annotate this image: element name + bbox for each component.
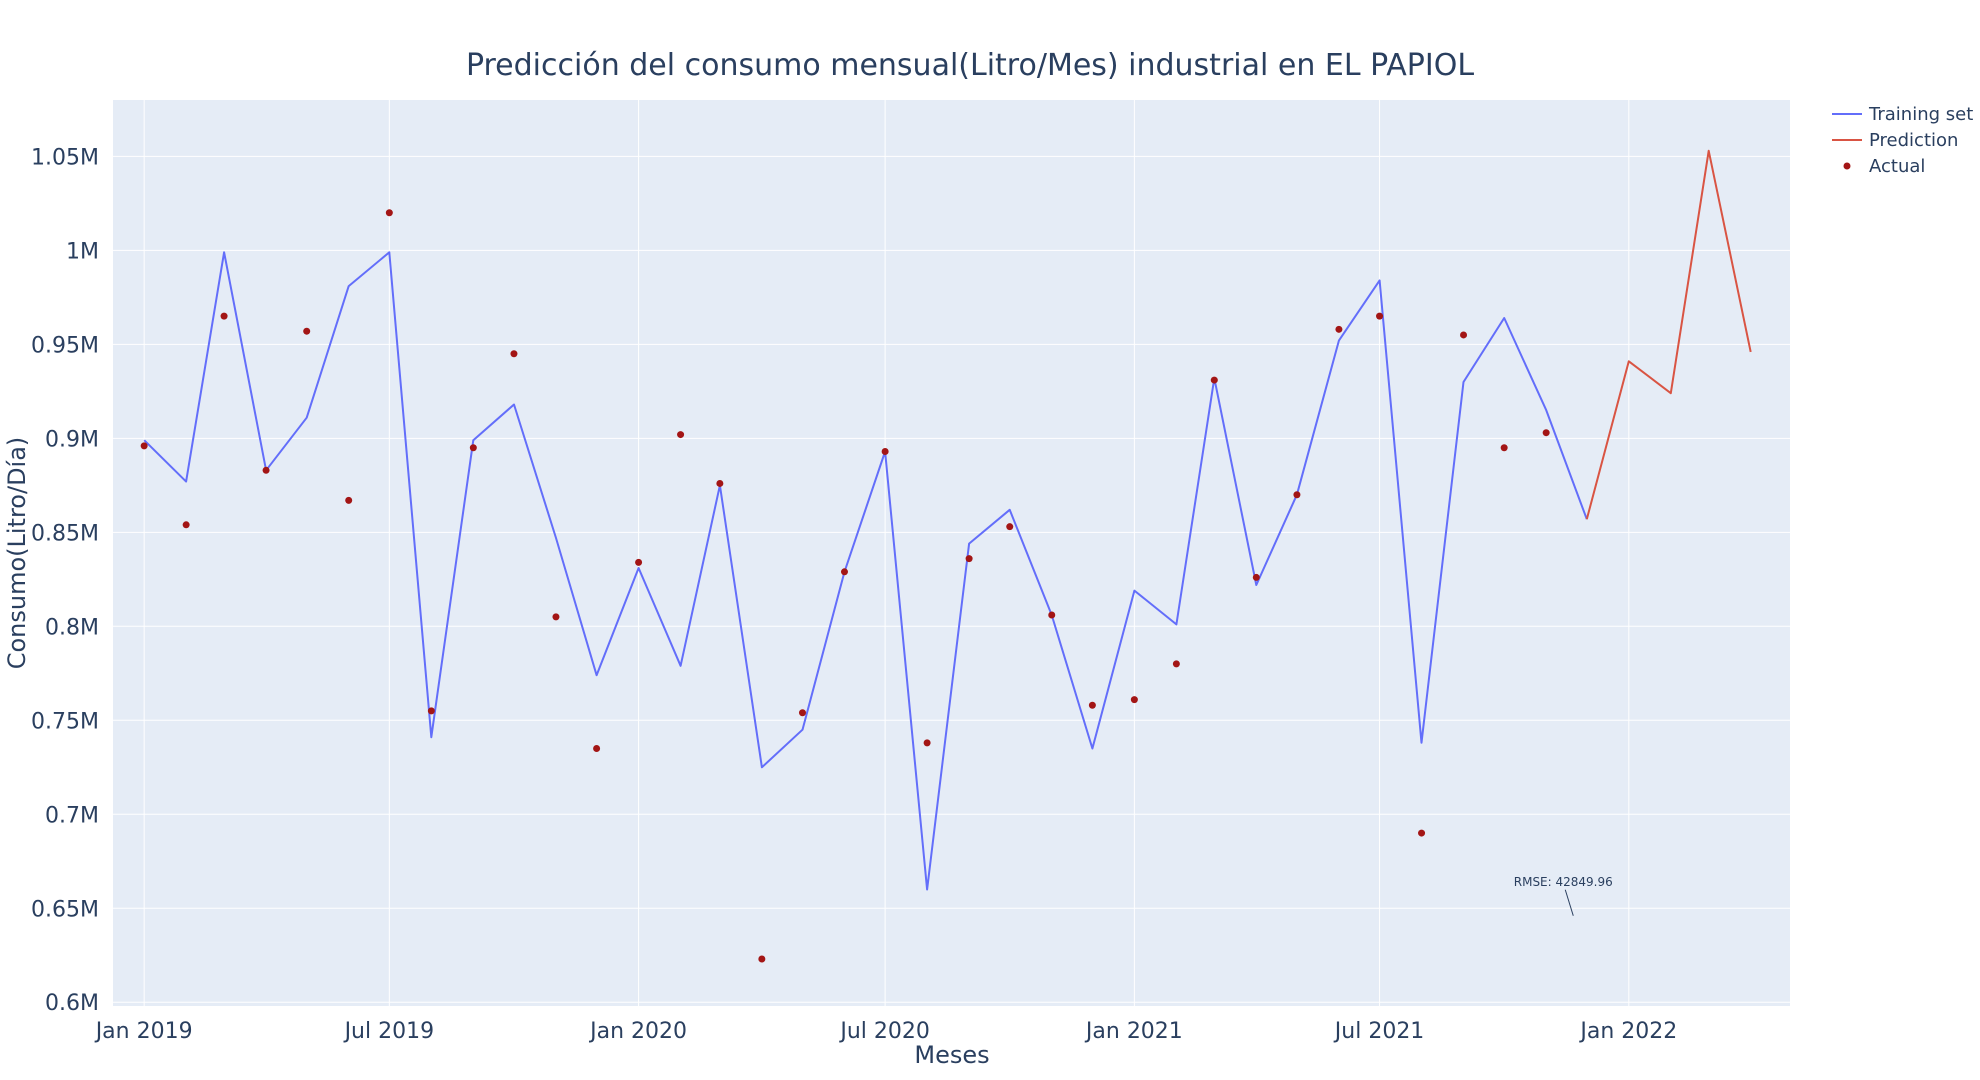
x-axis-title: Meses bbox=[914, 1041, 989, 1069]
y-axis-title: Consumo(Litro/Día) bbox=[3, 437, 31, 670]
legend-item-training-set[interactable]: Training set bbox=[1868, 104, 1973, 125]
actual-point bbox=[758, 955, 766, 963]
y-tick-label: 0.7M bbox=[45, 803, 99, 828]
y-tick-label: 0.9M bbox=[45, 427, 99, 452]
actual-point bbox=[303, 327, 311, 335]
actual-point bbox=[881, 447, 889, 455]
actual-point bbox=[1252, 573, 1260, 581]
y-tick-label: 0.95M bbox=[31, 333, 99, 358]
actual-point bbox=[716, 479, 724, 487]
actual-point bbox=[1006, 523, 1014, 531]
actual-point bbox=[1210, 376, 1218, 384]
y-tick-label: 1M bbox=[66, 239, 99, 264]
actual-point bbox=[798, 709, 806, 717]
x-tick-label: Jan 2020 bbox=[588, 1019, 687, 1044]
training-set-line bbox=[143, 251, 1588, 891]
actual-point bbox=[1130, 696, 1138, 704]
chart-title: Predicción del consumo mensual(Litro/Mes… bbox=[466, 48, 1474, 83]
actual-point bbox=[1500, 444, 1508, 452]
x-tick-label: Jul 2021 bbox=[1333, 1019, 1425, 1044]
actual-point bbox=[345, 496, 353, 504]
actual-point bbox=[1376, 312, 1384, 320]
actual-point bbox=[469, 444, 477, 452]
actual-point bbox=[1048, 611, 1056, 619]
actual-point bbox=[1418, 829, 1426, 837]
legend-item-prediction[interactable]: Prediction bbox=[1869, 130, 1958, 151]
actual-point bbox=[965, 555, 973, 563]
annotation-layer: RMSE: 42849.96 bbox=[1514, 875, 1613, 916]
actual-point bbox=[1460, 331, 1468, 339]
actual-point bbox=[385, 209, 393, 217]
y-tick-label: 0.6M bbox=[45, 991, 99, 1016]
actual-point bbox=[140, 442, 148, 450]
actual-point bbox=[1088, 701, 1096, 709]
x-tick-label: Jan 2021 bbox=[1084, 1019, 1183, 1044]
legend-swatch-actual bbox=[1843, 162, 1851, 170]
actual-point bbox=[593, 744, 601, 752]
actual-point bbox=[1293, 491, 1301, 499]
actual-point bbox=[262, 466, 270, 474]
y-tick-label: 1.05M bbox=[31, 145, 99, 170]
actual-point bbox=[923, 739, 931, 747]
actual-point bbox=[510, 350, 518, 358]
x-tick-label: Jan 2019 bbox=[94, 1019, 193, 1044]
actual-point bbox=[1542, 429, 1550, 437]
actual-point bbox=[182, 521, 190, 529]
grid-lines bbox=[113, 100, 1790, 1006]
actual-point bbox=[840, 568, 848, 576]
actual-point bbox=[427, 707, 435, 715]
series-layer bbox=[140, 149, 1752, 963]
x-tick-label: Jul 2019 bbox=[343, 1019, 435, 1044]
x-tick-label: Jul 2020 bbox=[838, 1019, 930, 1044]
y-tick-label: 0.65M bbox=[31, 897, 99, 922]
prediction-line bbox=[1585, 149, 1752, 520]
y-axis: 0.6M 0.65M 0.7M 0.75M 0.8M 0.85M 0.9M 0.95M 1M 1.… bbox=[31, 145, 99, 1016]
y-tick-label: 0.85M bbox=[31, 521, 99, 546]
plot-area bbox=[113, 100, 1790, 1006]
actual-point bbox=[635, 558, 643, 566]
actual-point bbox=[552, 613, 560, 621]
actual-point bbox=[1335, 325, 1343, 333]
x-axis: Jan 2019 Jul 2019 Jan 2020 Jul 2020 Jan 2021… bbox=[94, 1019, 1678, 1044]
legend-item-actual[interactable]: Actual bbox=[1869, 156, 1925, 177]
y-tick-label: 0.75M bbox=[31, 709, 99, 734]
actual-point bbox=[677, 431, 685, 439]
legend: Training set Prediction Actual bbox=[1832, 104, 1973, 177]
actual-point bbox=[220, 312, 228, 320]
y-tick-label: 0.8M bbox=[45, 615, 99, 640]
annotation-arrow bbox=[1564, 889, 1574, 916]
x-tick-label: Jan 2022 bbox=[1578, 1019, 1677, 1044]
actual-point bbox=[1172, 660, 1180, 668]
rmse-annotation: RMSE: 42849.96 bbox=[1514, 875, 1613, 889]
